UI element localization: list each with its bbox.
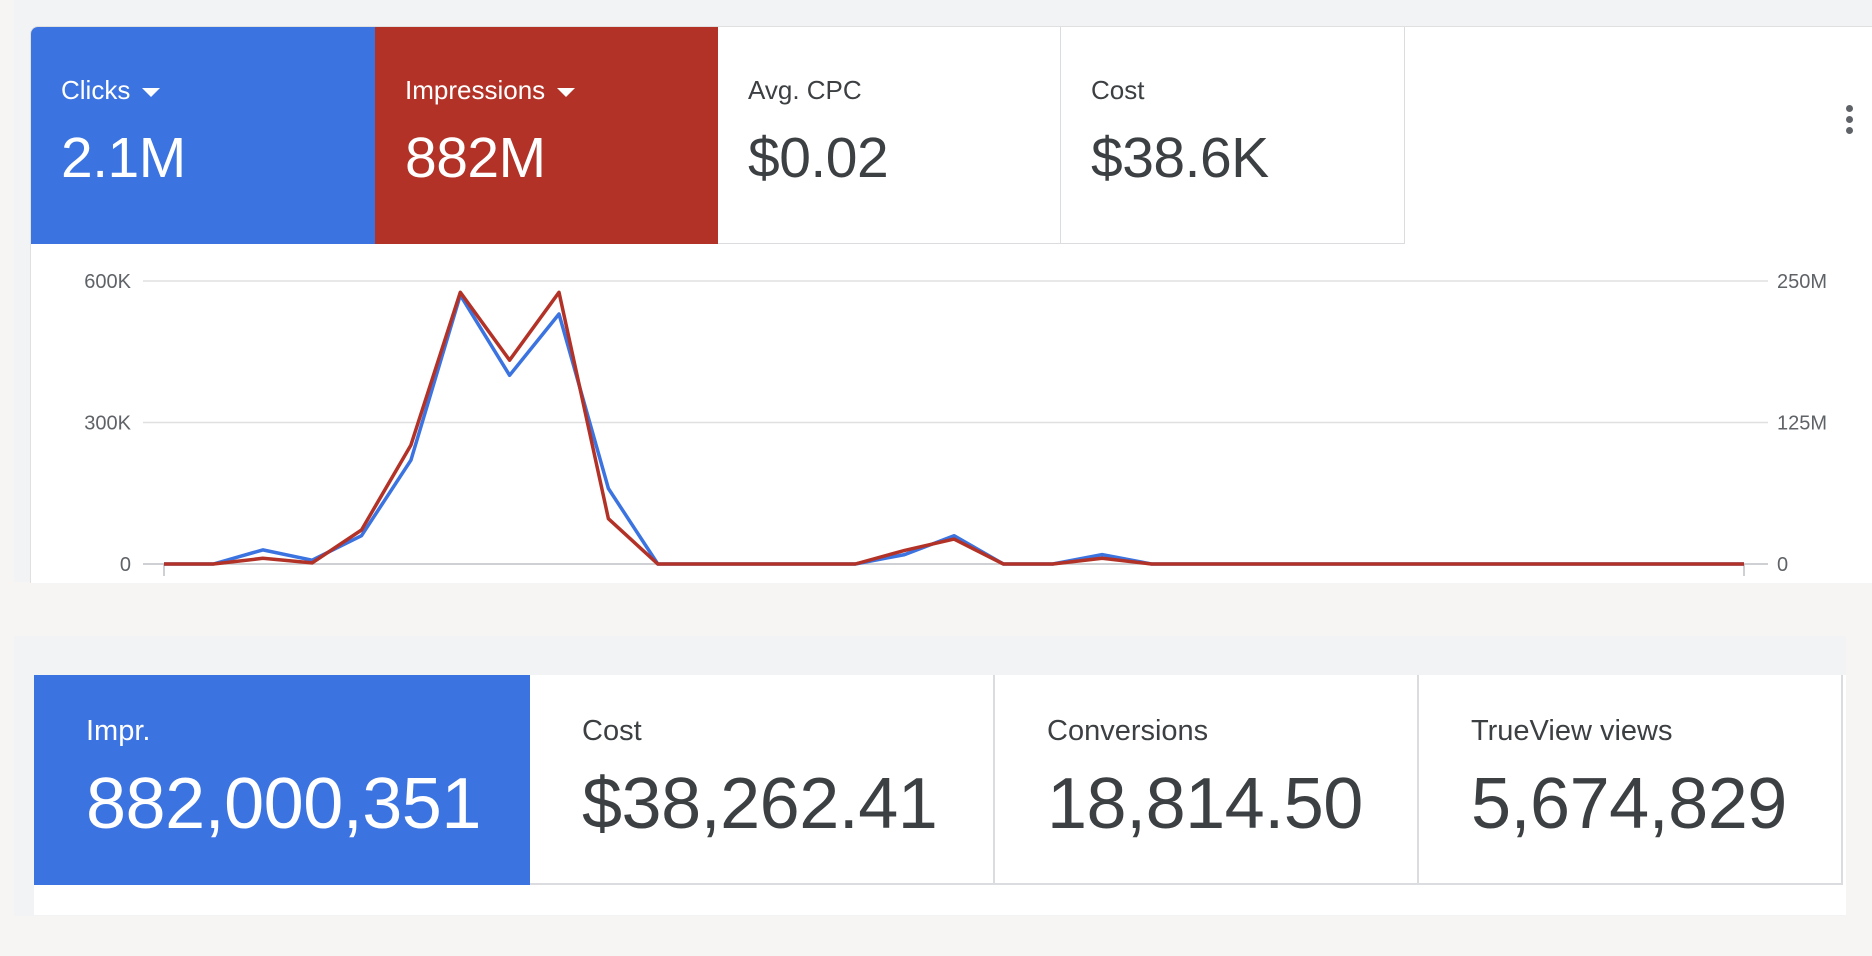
summary-conversions-label: Conversions (1047, 715, 1209, 747)
scorecard-avg-cpc-label: Avg. CPC (748, 75, 862, 105)
dropdown-arrow-icon (557, 87, 576, 97)
right-axis: 0 125M 250M (1777, 271, 1827, 576)
series-line-impressions (164, 290, 1744, 566)
summary-cost-value: $38,262.41 (582, 764, 938, 844)
right-tick-label: 125M (1777, 413, 1827, 435)
scorecard-impressions[interactable]: Impressions 882M (375, 27, 718, 244)
chart-series (164, 290, 1744, 566)
dropdown-arrow-icon (142, 87, 161, 97)
scorecard-impressions-label: Impressions (405, 75, 546, 105)
summary-card: Impr. 882,000,351 Cost $38,262.41 Conver… (34, 675, 1846, 915)
scorecard-clicks[interactable]: Clicks 2.1M (31, 27, 375, 244)
scorecard-clicks-value: 2.1M (61, 126, 186, 190)
scorecard-cost[interactable]: Cost $38.6K (1061, 27, 1405, 244)
summary-conversions[interactable]: Conversions 18,814.50 (995, 675, 1419, 885)
more-vert-icon[interactable] (1839, 105, 1859, 139)
left-tick-label: 600K (84, 271, 131, 293)
summary-cost-label: Cost (582, 715, 642, 747)
summary-trueview-views[interactable]: TrueView views 5,674,829 (1419, 675, 1843, 885)
scorecard-avg-cpc[interactable]: Avg. CPC $0.02 (718, 27, 1061, 244)
performance-card: Clicks 2.1M Impressions 882M Avg. CPC $0… (30, 26, 1872, 583)
performance-chart: 0 300K 600K 0 125M 250M (84, 271, 1827, 576)
scorecard-cost-value: $38.6K (1091, 126, 1269, 190)
left-tick-label: 300K (84, 413, 131, 435)
summary-impressions-value: 882,000,351 (86, 764, 481, 844)
left-tick-label: 0 (120, 554, 131, 576)
right-tick-label: 250M (1777, 271, 1827, 293)
summary-impressions[interactable]: Impr. 882,000,351 (34, 675, 530, 885)
summary-impressions-label: Impr. (86, 715, 151, 747)
summary-trueview-views-label: TrueView views (1471, 715, 1673, 747)
scorecard-impressions-value: 882M (405, 126, 546, 190)
scorecard-clicks-label: Clicks (61, 75, 131, 105)
summary-conversions-value: 18,814.50 (1047, 764, 1363, 844)
scorecard-avg-cpc-value: $0.02 (748, 126, 889, 190)
summary-cost[interactable]: Cost $38,262.41 (530, 675, 995, 885)
chart-grid (143, 280, 1768, 576)
series-line-clicks (164, 293, 1744, 566)
left-axis: 0 300K 600K (84, 271, 131, 576)
scorecard-cost-label: Cost (1091, 75, 1145, 105)
right-tick-label: 0 (1777, 554, 1788, 576)
summary-trueview-views-value: 5,674,829 (1471, 764, 1787, 844)
